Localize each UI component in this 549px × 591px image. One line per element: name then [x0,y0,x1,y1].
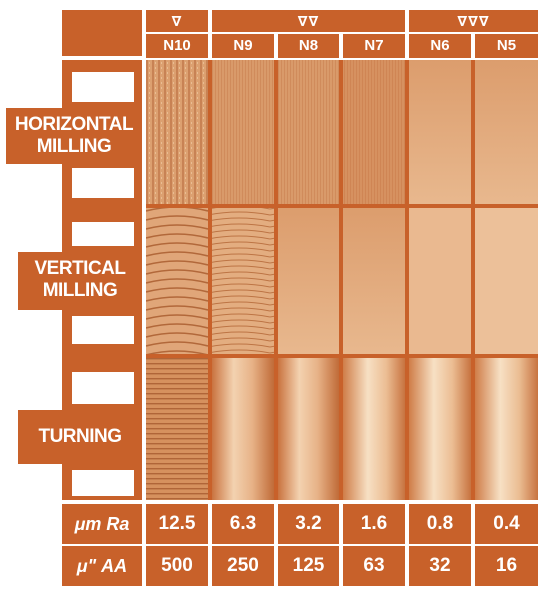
sample-vertical-n8 [278,208,339,354]
sample-turning-n8 [278,358,339,500]
sample-horizontal-n6 [409,60,471,204]
surface-samples [146,60,538,500]
ra-value-n9: 6.3 [212,504,274,544]
aa-value-n10: 500 [146,546,208,586]
sample-turning-n9 [212,358,274,500]
sample-vertical-n6 [409,208,471,354]
grade-header-n5: N5 [475,34,538,58]
label-window [72,168,134,198]
sample-horizontal-n7 [343,60,405,204]
finish-symbol-3: ∇∇∇ [457,13,490,29]
sample-turning-n6 [409,358,471,500]
finish-symbol-2: ∇∇ [297,13,320,29]
sample-vertical-n5 [475,208,538,354]
symbol-header-n9-n7: ∇∇ [212,10,405,32]
header-corner [62,10,142,56]
row-label-vertical-milling: VERTICAL MILLING [18,252,142,310]
label-window [72,372,134,404]
sample-vertical-n7 [343,208,405,354]
row-label-turning: TURNING [18,410,142,464]
sample-horizontal-n5 [475,60,538,204]
sample-vertical-n10 [146,208,208,354]
grade-header-n10: N10 [146,34,208,58]
unit-label-ra: μm Ra [62,504,142,544]
aa-value-n8: 125 [278,546,339,586]
label-window [72,222,134,246]
aa-value-n9: 250 [212,546,274,586]
sample-turning-n10 [146,358,208,500]
aa-value-n7: 63 [343,546,405,586]
unit-label-aa: μ" AA [62,546,142,586]
symbol-header-n10: ∇ [146,10,208,32]
grade-header-n8: N8 [278,34,339,58]
sample-horizontal-n8 [278,60,339,204]
grade-header-n7: N7 [343,34,405,58]
row-label-horizontal-milling: HORIZONTAL MILLING [6,108,142,164]
ra-value-n10: 12.5 [146,504,208,544]
sample-horizontal-n9 [212,60,274,204]
label-window [72,470,134,496]
sample-turning-n5 [475,358,538,500]
sample-vertical-n9 [212,208,274,354]
ra-value-n7: 1.6 [343,504,405,544]
finish-symbol-1: ∇ [171,13,183,29]
grade-header-n6: N6 [409,34,471,58]
aa-value-n5: 16 [475,546,538,586]
ra-value-n8: 3.2 [278,504,339,544]
sample-turning-n7 [343,358,405,500]
aa-value-n6: 32 [409,546,471,586]
sample-horizontal-n10 [146,60,208,204]
ra-value-n5: 0.4 [475,504,538,544]
grade-header-n9: N9 [212,34,274,58]
label-window [72,72,134,102]
ra-value-n6: 0.8 [409,504,471,544]
symbol-header-n6-n5: ∇∇∇ [409,10,538,32]
label-window [72,316,134,344]
